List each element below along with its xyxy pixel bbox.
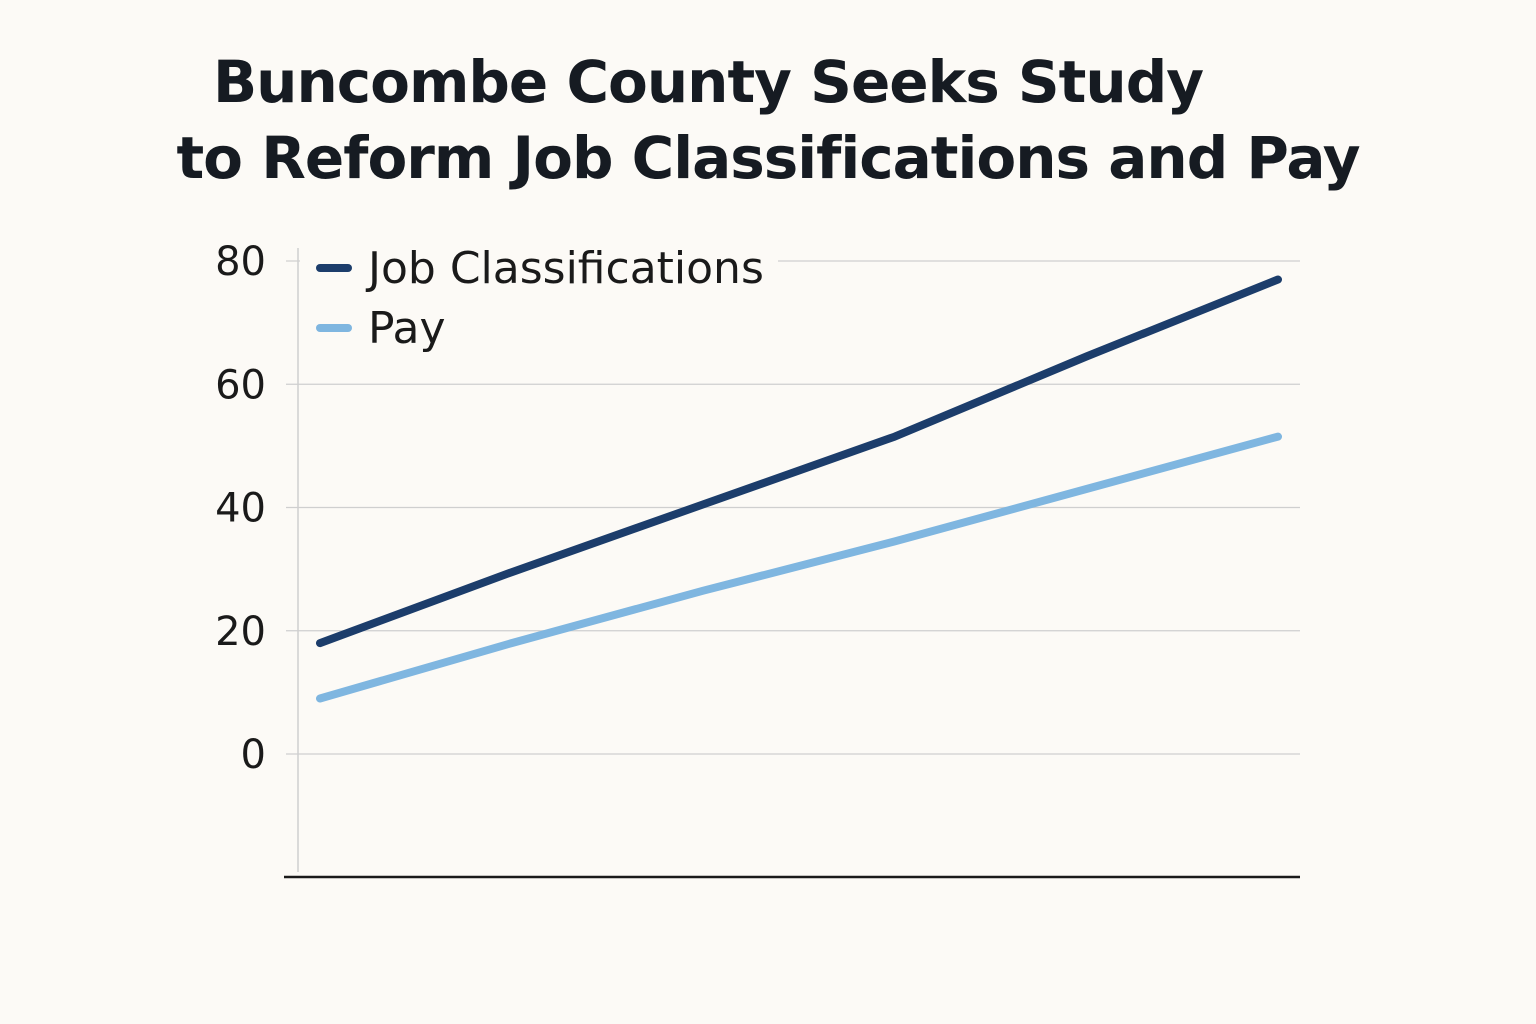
y-tick-label: 80 [215,239,266,285]
chart-title-line-1: Buncombe County Seeks Study [212,48,1204,116]
legend-label-pay: Pay [368,303,446,354]
series-lines [316,275,1282,703]
chart-title: Buncombe County Seeks Study to Reform Jo… [0,44,1536,196]
grid-lines [286,260,1300,755]
y-tick-label: 60 [215,362,266,408]
series-line-job-classifications [316,275,1282,648]
y-tick-label: 20 [215,609,266,655]
y-tick-labels: 0 20 40 60 80 [215,239,266,778]
y-tick-label: 0 [241,732,266,778]
legend: Job Classifications Pay [316,243,764,354]
y-tick-label: 40 [215,486,266,532]
series-line-pay [316,432,1282,703]
legend-label-job-classifications: Job Classifications [365,243,764,294]
chart-title-line-2: to Reform Job Classifications and Pay [176,124,1360,192]
axes [284,248,1300,879]
